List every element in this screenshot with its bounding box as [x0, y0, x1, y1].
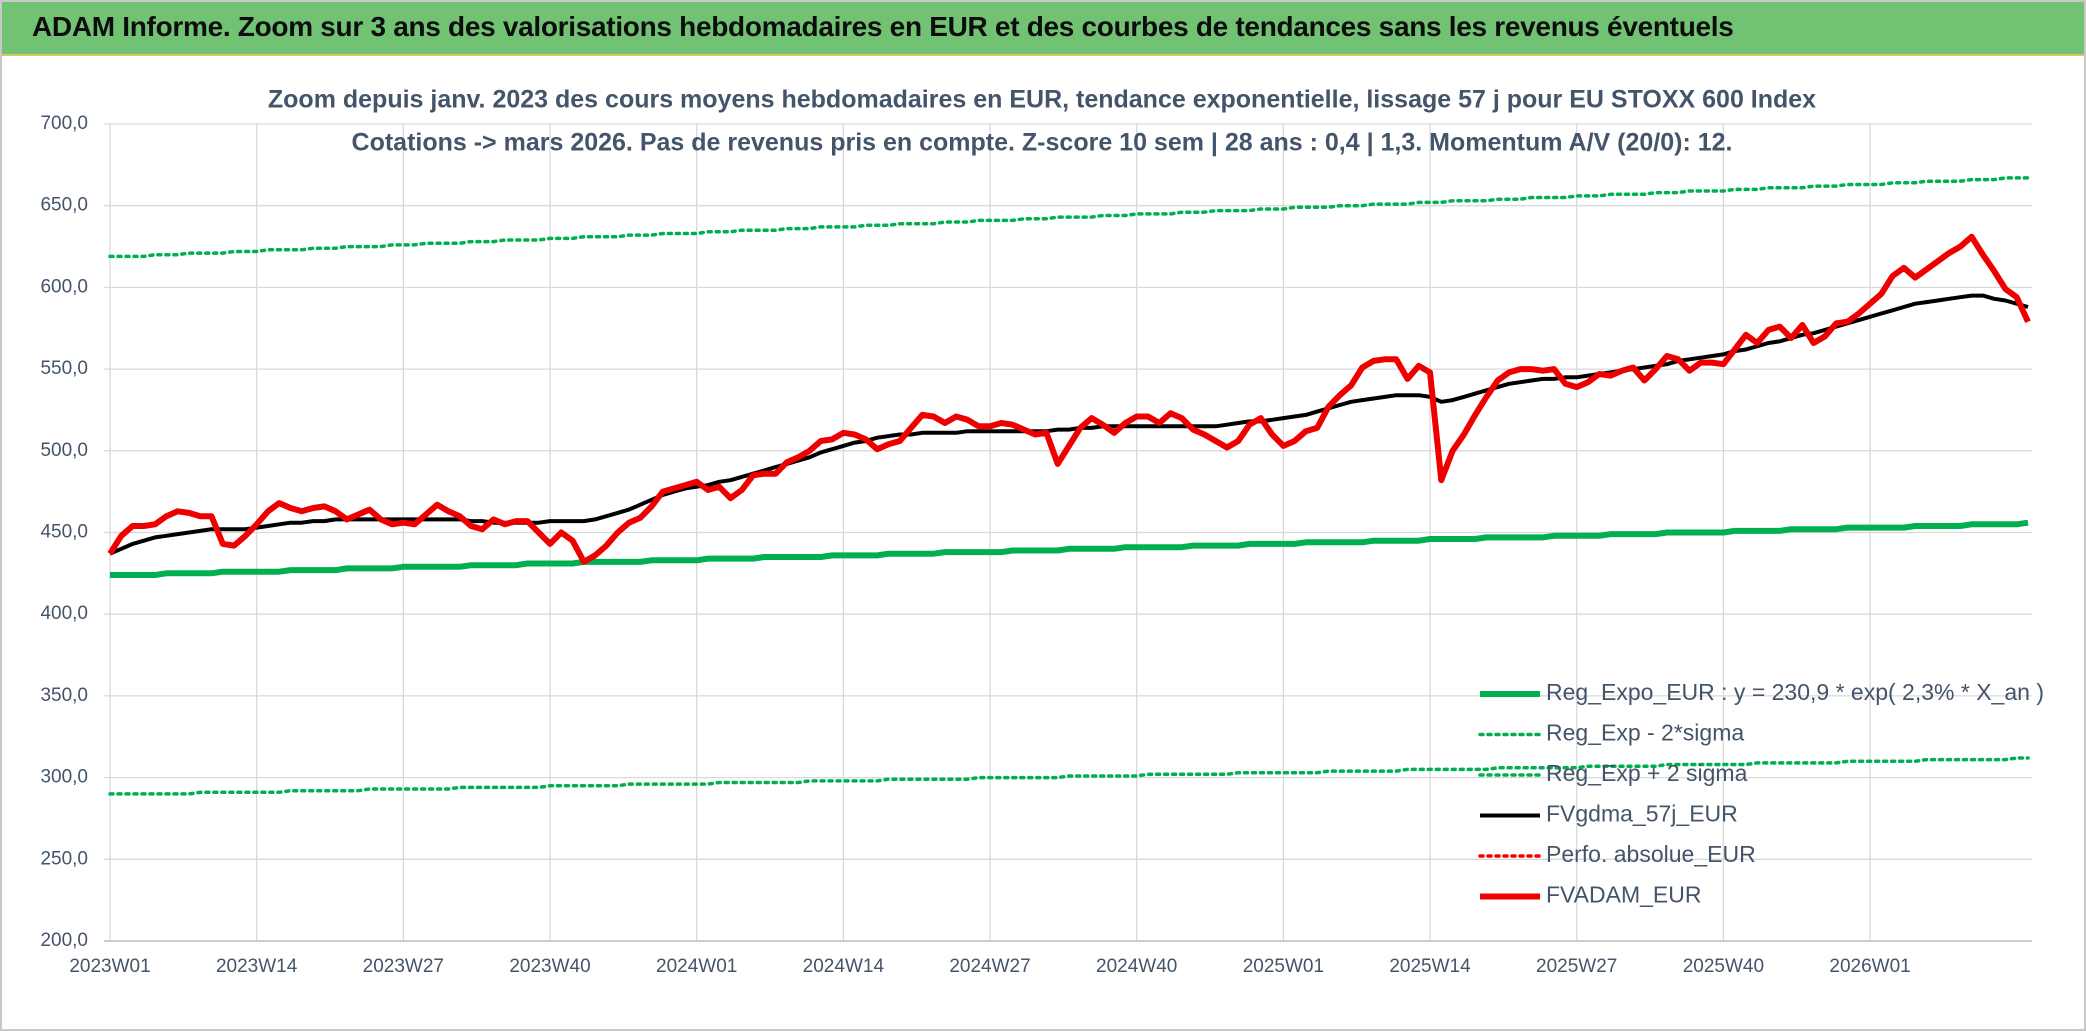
- x-tick-label: 2025W01: [1243, 956, 1324, 977]
- x-tick-label: 2024W14: [803, 956, 885, 977]
- title-box: [315, 76, 1765, 184]
- data-line: [109, 293, 2029, 556]
- data-line: [110, 519, 2029, 578]
- x-tick-label: 2025W40: [1683, 956, 1764, 977]
- data-line: [108, 176, 2030, 259]
- y-tick-label: 700,0: [40, 113, 88, 134]
- y-tick-label: 450,0: [40, 522, 88, 543]
- x-tick-label: 2025W14: [1389, 956, 1471, 977]
- data-line: [108, 756, 2030, 796]
- y-tick-label: 250,0: [40, 848, 88, 869]
- x-tick-label: 2023W27: [363, 956, 444, 977]
- header-bar: ADAM Informe. Zoom sur 3 ans des valoris…: [2, 2, 2084, 56]
- x-tick-label: 2024W27: [949, 956, 1030, 977]
- y-tick-label: 650,0: [40, 195, 88, 216]
- x-tick-label: 2024W01: [656, 956, 737, 977]
- y-tick-label: 550,0: [40, 358, 88, 379]
- legend: Reg_Expo_EUR : y = 230,9 * exp( 2,3% * X…: [1478, 679, 2044, 908]
- y-tick-label: 400,0: [40, 603, 88, 624]
- legend-label: FVADAM_EUR: [1546, 882, 1702, 908]
- y-tick-label: 200,0: [40, 930, 88, 951]
- y-tick-label: 600,0: [40, 276, 88, 297]
- chart-title: Zoom depuis janv. 2023 des cours moyens …: [268, 86, 1816, 114]
- x-tick-label: 2023W14: [216, 956, 298, 977]
- y-tick-label: 350,0: [40, 685, 88, 706]
- legend-label: Reg_Exp - 2*sigma: [1546, 720, 1744, 746]
- x-tick-label: 2023W01: [69, 956, 150, 977]
- x-tick-label: 2024W40: [1096, 956, 1177, 977]
- legend-label: Reg_Exp + 2 sigma: [1546, 760, 1748, 786]
- y-tick-label: 500,0: [40, 440, 88, 461]
- chart: 200,0 250,0 300,0 350,0 400,0 450,0 500,0 550,0…: [40, 76, 2044, 977]
- x-tick-label: 2025W27: [1536, 956, 1617, 977]
- x-tick-label: 2026W01: [1829, 956, 1910, 977]
- chart-subtitle: Cotations -> mars 2026. Pas de revenus p…: [352, 129, 1733, 157]
- legend-label: Perfo. absolue_EUR: [1546, 841, 1756, 867]
- header-title: ADAM Informe. Zoom sur 3 ans des valoris…: [32, 11, 1734, 42]
- legend-label: FVgdma_57j_EUR: [1546, 801, 1738, 827]
- x-tick-label: 2023W40: [509, 956, 590, 977]
- y-tick-label: 300,0: [40, 767, 88, 788]
- data-line: [107, 233, 2031, 565]
- legend-label: Reg_Expo_EUR : y = 230,9 * exp( 2,3% * X…: [1546, 679, 2044, 705]
